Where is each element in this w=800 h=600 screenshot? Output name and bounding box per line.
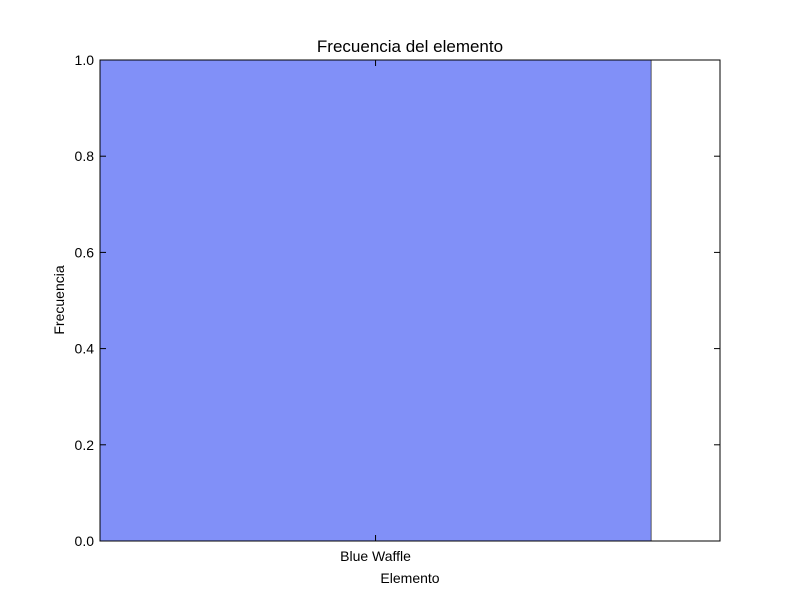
y-tick-label: 0.6: [75, 244, 95, 260]
plot-frame: [99, 59, 721, 542]
bar: [99, 59, 652, 542]
bars-group: [99, 59, 652, 542]
y-tick-labels: 0.0 0.2 0.4 0.6 0.8 1.0: [75, 52, 95, 549]
x-tick-labels: Blue Waffle: [340, 548, 411, 564]
y-tick-label: 0.4: [75, 341, 95, 357]
y-tick-label: 0.2: [75, 437, 95, 453]
y-axis-label: Frecuencia: [51, 265, 67, 334]
x-axis-label: Elemento: [380, 570, 439, 586]
y-tick-label: 0.0: [75, 533, 95, 549]
y-tick-label: 1.0: [75, 52, 95, 68]
chart-title: Frecuencia del elemento: [317, 37, 503, 56]
y-tick-label: 0.8: [75, 148, 95, 164]
x-tick-label: Blue Waffle: [340, 548, 411, 564]
